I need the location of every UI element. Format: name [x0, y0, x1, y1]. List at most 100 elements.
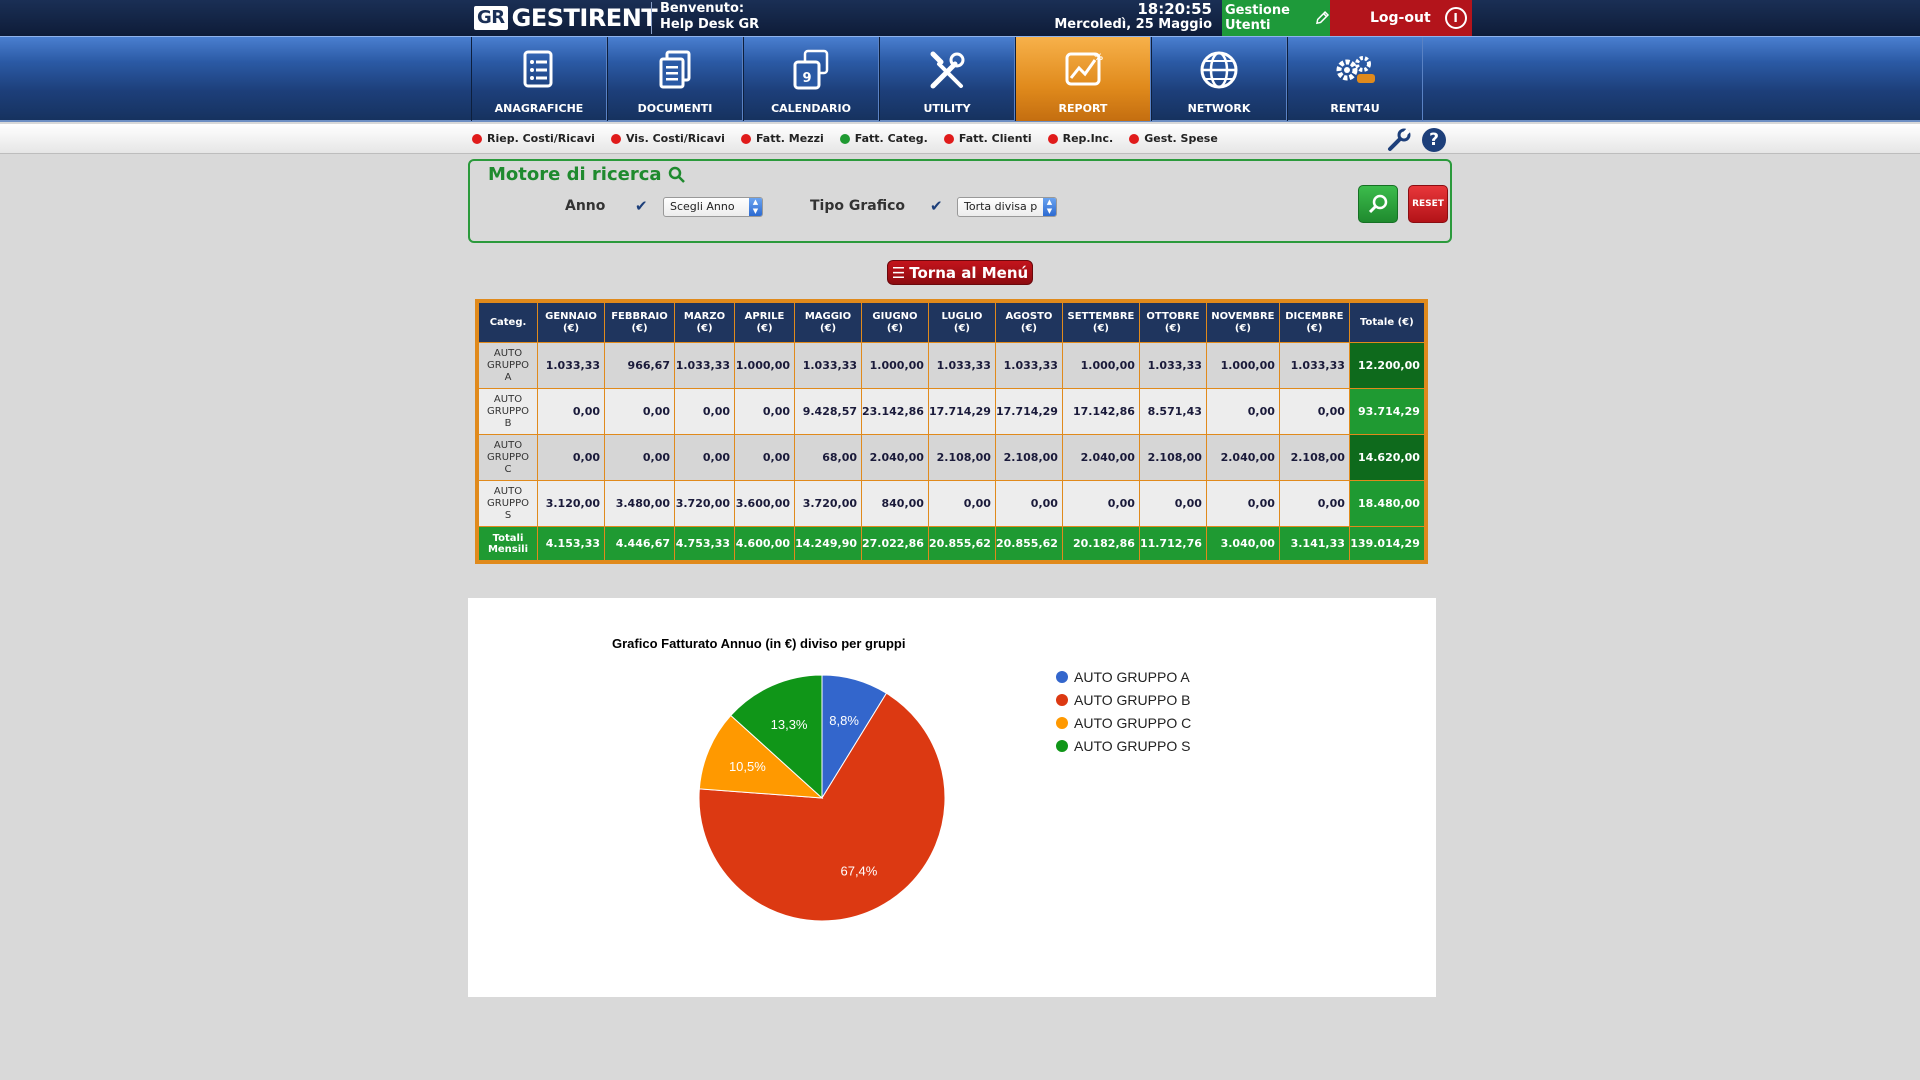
monthly-total-cell: 20.855,62 — [927, 526, 996, 561]
subnav-fatt-categ[interactable]: Fatt. Categ. — [839, 132, 928, 145]
column-header[interactable]: Totale (€) — [1348, 302, 1425, 343]
totals-label-cell: Totali Mensili — [478, 526, 538, 561]
search-icon — [668, 166, 685, 183]
nav-label: CALENDARIO — [771, 102, 851, 115]
pencil-icon — [1315, 11, 1329, 25]
svg-text:%: % — [1094, 53, 1103, 63]
value-cell: 2.108,00 — [927, 434, 996, 481]
nav-label: RENT4U — [1330, 102, 1380, 115]
chart-panel: Grafico Fatturato Annuo (in €) diviso pe… — [468, 598, 1436, 997]
search-button[interactable] — [1358, 185, 1398, 223]
nav-documenti[interactable]: DOCUMENTI — [607, 37, 743, 121]
column-header[interactable]: GIUGNO (€) — [861, 302, 929, 343]
value-cell: 0,00 — [674, 434, 735, 481]
status-dot-icon — [1129, 133, 1140, 144]
value-cell: 2.108,00 — [1278, 434, 1350, 481]
value-cell: 0,00 — [537, 434, 605, 481]
status-dot-icon — [839, 133, 850, 144]
back-to-menu-button[interactable]: ☰ Torna al Menú — [887, 260, 1033, 285]
value-cell: 8.571,43 — [1138, 388, 1207, 435]
column-header[interactable]: FEBBRAIO (€) — [604, 302, 675, 343]
nav-anagrafiche[interactable]: ANAGRAFICHE — [471, 37, 607, 121]
subnav-riep-costi-ricavi[interactable]: Riep. Costi/Ricavi — [472, 132, 595, 145]
welcome-label: Benvenuto: — [660, 1, 745, 16]
search-panel: Motore di ricerca Anno ✔ Scegli Anno ▲ ▼ … — [468, 159, 1452, 243]
column-header[interactable]: LUGLIO (€) — [927, 302, 996, 343]
pie-slice — [698, 714, 824, 799]
main-nav: ANAGRAFICHE DOCUMENTI 9 CALENDARIO — [0, 36, 1920, 122]
chart-title: Grafico Fatturato Annuo (in €) diviso pe… — [612, 636, 905, 651]
monthly-total-cell: 4.753,33 — [674, 526, 735, 561]
revenue-table-container: Categ. GENNAIO (€) FEBBRAIO (€) MARZO (€) APRIL… — [475, 299, 1428, 564]
monthly-total-cell: 20.182,86 — [1061, 526, 1140, 561]
monthly-total-cell: 4.446,67 — [604, 526, 675, 561]
wrench-icon[interactable] — [1386, 127, 1412, 153]
subnav-vis-costi-ricavi[interactable]: Vis. Costi/Ricavi — [610, 132, 725, 145]
nav-rent4u[interactable]: RENT4U — [1287, 37, 1423, 121]
documents-icon — [659, 50, 691, 89]
value-cell: 0,00 — [1205, 480, 1280, 527]
power-icon: I — [1444, 7, 1467, 29]
legend-label: AUTO GRUPPO C — [1074, 715, 1191, 731]
nav-network[interactable]: NETWORK — [1151, 37, 1287, 121]
current-time: 18:20:55 — [1137, 0, 1212, 18]
globe-icon — [1200, 51, 1238, 89]
welcome-block: Benvenuto: Help Desk GR — [660, 1, 759, 33]
column-header[interactable]: Categ. — [478, 302, 538, 343]
subnav-rep-inc[interactable]: Rep.Inc. — [1047, 132, 1114, 145]
help-icon[interactable]: ? — [1422, 128, 1446, 152]
value-cell: 3.120,00 — [537, 480, 605, 527]
table-totals-row: Totali Mensili 4.153,33 4.446,67 4.753,33 4.6… — [478, 526, 1425, 561]
user-management-button[interactable]: Gestione Utenti — [1222, 0, 1330, 36]
column-header[interactable]: DICEMBRE (€) — [1278, 302, 1350, 343]
svg-text:9: 9 — [802, 71, 811, 86]
value-cell: 0,00 — [994, 480, 1063, 527]
column-header[interactable]: OTTOBRE (€) — [1138, 302, 1207, 343]
category-cell: AUTO GRUPPO A — [478, 342, 538, 389]
column-header[interactable]: MARZO (€) — [674, 302, 735, 343]
category-cell: AUTO GRUPPO B — [478, 388, 538, 435]
nav-label: ANAGRAFICHE — [494, 102, 584, 115]
user-name: Help Desk GR — [660, 17, 760, 32]
subnav-label: Rep.Inc. — [1062, 132, 1114, 145]
nav-label: DOCUMENTI — [637, 102, 713, 115]
reset-button[interactable]: RESET — [1408, 185, 1448, 223]
column-header[interactable]: NOVEMBRE (€) — [1205, 302, 1280, 343]
value-cell: 1.000,00 — [1061, 342, 1140, 389]
logo-text: GESTIRENT — [511, 4, 658, 32]
menu-icon: ☰ — [891, 263, 906, 282]
column-header[interactable]: APRILE (€) — [734, 302, 795, 343]
nav-label: REPORT — [1058, 102, 1108, 115]
row-total-cell: 12.200,00 — [1348, 342, 1425, 389]
app-logo[interactable]: GR GESTIRENT — [474, 4, 658, 32]
monthly-total-cell: 3.141,33 — [1278, 526, 1350, 561]
logout-label: Log-out — [1370, 10, 1431, 26]
monthly-total-cell: 14.249,90 — [794, 526, 862, 561]
value-cell: 2.040,00 — [1061, 434, 1140, 481]
logout-button[interactable]: Log-out I — [1330, 0, 1472, 36]
subnav-label: Gest. Spese — [1144, 132, 1218, 145]
value-cell: 3.600,00 — [734, 480, 795, 527]
column-header[interactable]: SETTEMBRE (€) — [1061, 302, 1140, 343]
user-management-label: Gestione Utenti — [1225, 3, 1290, 33]
year-select[interactable]: Scegli Anno ▲ ▼ — [663, 197, 763, 217]
column-header[interactable]: MAGGIO (€) — [794, 302, 862, 343]
value-cell: 1.033,33 — [1278, 342, 1350, 389]
nav-calendario[interactable]: 9 CALENDARIO — [743, 37, 879, 121]
subnav-fatt-mezzi[interactable]: Fatt. Mezzi — [740, 132, 824, 145]
monthly-total-cell: 4.600,00 — [734, 526, 795, 561]
nav-utility[interactable]: UTILITY — [879, 37, 1015, 121]
table-row: AUTO GRUPPO B 0,00 0,00 0,00 0,00 9.428,57 23.14… — [478, 388, 1425, 435]
subnav-fatt-clienti[interactable]: Fatt. Clienti — [943, 132, 1032, 145]
chart-type-select[interactable]: Torta divisa p ▲ ▼ — [957, 197, 1057, 217]
subnav-label: Riep. Costi/Ricavi — [487, 132, 595, 145]
value-cell: 0,00 — [734, 434, 795, 481]
value-cell: 0,00 — [604, 388, 675, 435]
subnav-gest-spese[interactable]: Gest. Spese — [1129, 132, 1218, 145]
monthly-total-cell: 27.022,86 — [861, 526, 929, 561]
column-header[interactable]: AGOSTO (€) — [994, 302, 1063, 343]
column-header[interactable]: GENNAIO (€) — [537, 302, 605, 343]
search-panel-title: Motore di ricerca — [488, 164, 686, 185]
legend-swatch — [1056, 694, 1068, 706]
nav-report[interactable]: % REPORT — [1015, 37, 1151, 121]
